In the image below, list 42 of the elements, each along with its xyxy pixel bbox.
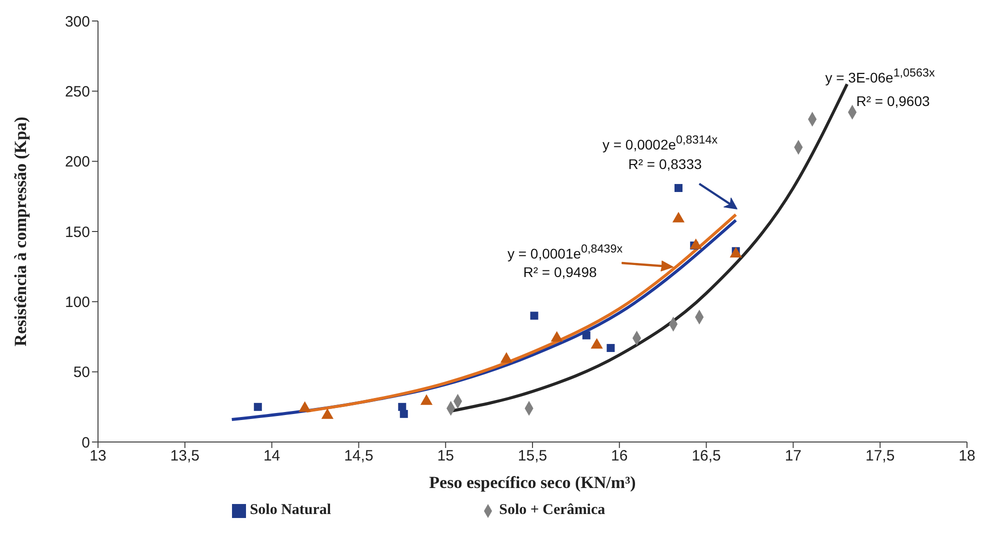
point bbox=[298, 401, 311, 412]
y-tick-label: 150 bbox=[64, 224, 90, 241]
y-tick-label: 100 bbox=[64, 294, 90, 311]
point bbox=[420, 394, 433, 405]
point bbox=[321, 408, 334, 419]
x-tick-label: 16,5 bbox=[692, 448, 721, 465]
point bbox=[690, 238, 702, 250]
point bbox=[582, 331, 590, 340]
point bbox=[530, 312, 538, 320]
point bbox=[400, 410, 408, 418]
y-tick-label: 0 bbox=[82, 434, 90, 452]
annotation: y = 0,0002e$^{0,8314x}$ bbox=[602, 134, 718, 152]
point bbox=[500, 352, 513, 363]
legend-label: Solo + Cerâmica bbox=[499, 502, 606, 518]
annotation: R² = 0,9603 bbox=[856, 93, 930, 109]
point bbox=[398, 402, 406, 411]
x-tick-label: 17 bbox=[784, 448, 802, 465]
point bbox=[674, 184, 682, 192]
legend-label: Solo Natural bbox=[250, 502, 332, 518]
x-tick-label: 16 bbox=[611, 448, 628, 465]
annotation: R² = 0,8333 bbox=[628, 156, 702, 172]
y-tick-label: 200 bbox=[64, 154, 90, 171]
x-tick-label: 14 bbox=[263, 448, 280, 465]
y-tick-label: 300 bbox=[64, 13, 90, 30]
x-tick-label: 17,5 bbox=[866, 448, 895, 465]
annotation: R² = 0,9498 bbox=[523, 264, 597, 280]
y-tick-label: 50 bbox=[73, 364, 90, 382]
point bbox=[606, 344, 615, 352]
y-tick-label: 250 bbox=[64, 83, 90, 100]
point bbox=[254, 402, 262, 411]
x-tick-label: 14,5 bbox=[344, 448, 374, 465]
annotation: y = 0,0001e$^{0,8439x}$ bbox=[507, 242, 623, 262]
point bbox=[550, 331, 563, 342]
y-axis-title: Resistência à compressão (Kpa) bbox=[11, 116, 30, 346]
x-tick-label: 15,5 bbox=[518, 448, 548, 465]
point bbox=[590, 338, 603, 349]
x-axis-title: Peso específico seco (KN/m³) bbox=[429, 473, 636, 492]
x-tick-label: 13 bbox=[90, 448, 106, 465]
x-tick-label: 13,5 bbox=[170, 448, 200, 465]
annotation: y = 3E-06e$^{1,0563x}$ bbox=[825, 66, 935, 86]
x-tick-label: 15 bbox=[437, 448, 454, 465]
x-tick-label: 18 bbox=[958, 448, 976, 465]
